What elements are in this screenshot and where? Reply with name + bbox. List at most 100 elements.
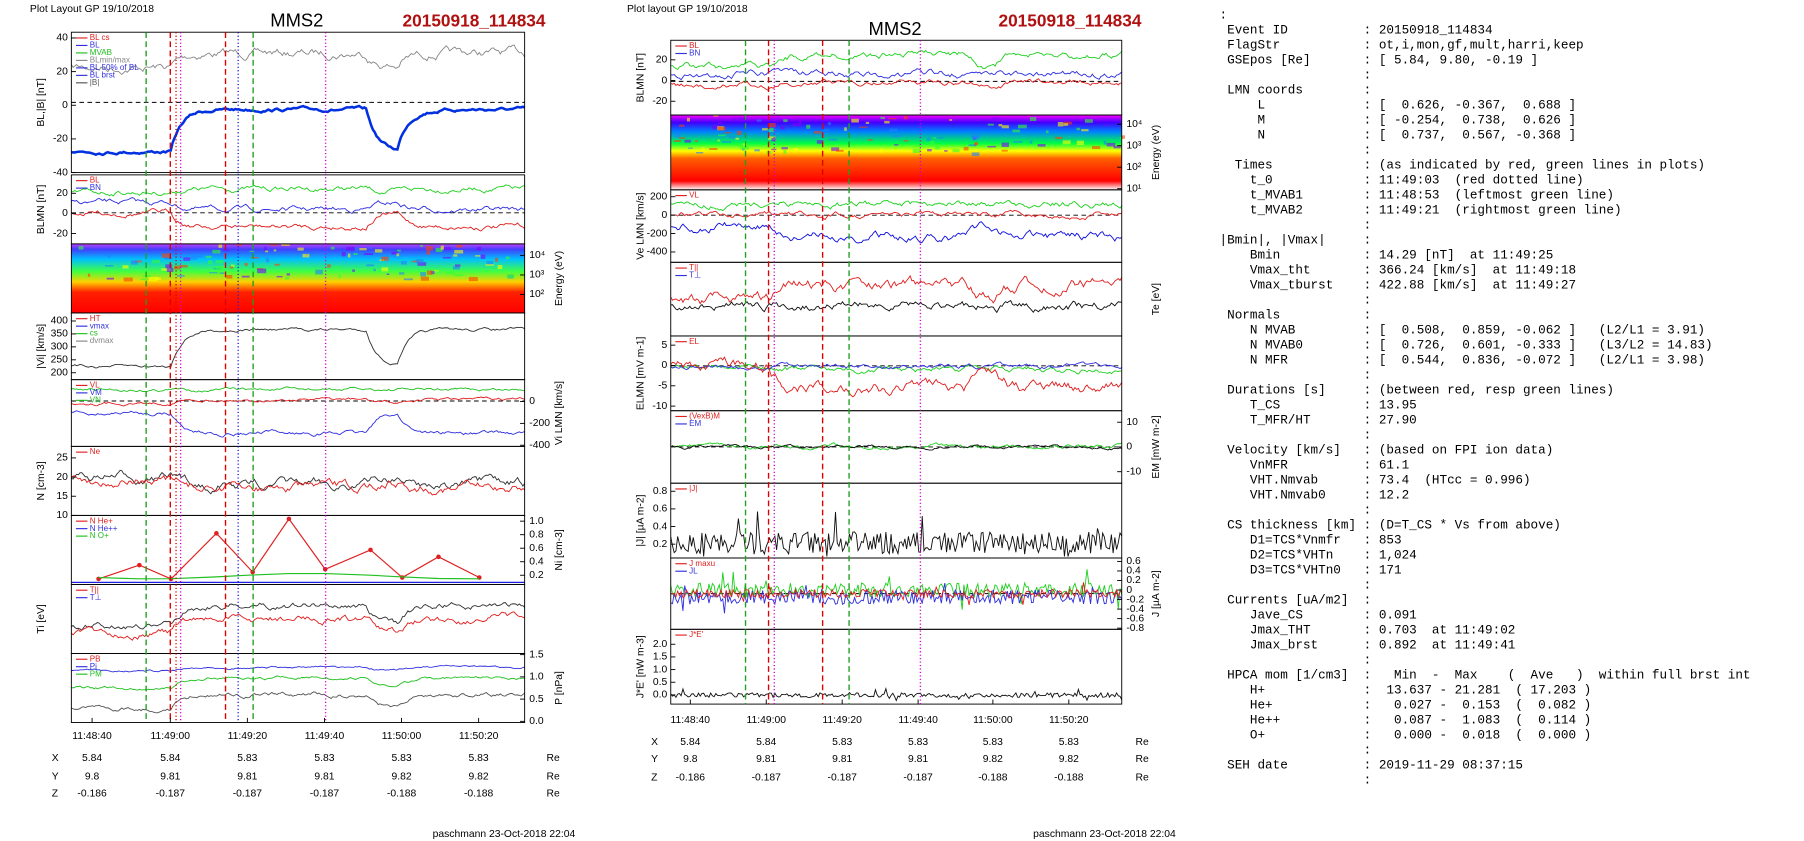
spectrogram-speckle	[952, 149, 960, 153]
y-axis-label: J [µA m-2]	[1151, 570, 1162, 617]
y-tick-label: -0.2	[1126, 594, 1144, 605]
spectrogram-speckle	[386, 273, 390, 275]
spectrogram-speckle	[1057, 122, 1064, 127]
legend-label: BN	[90, 183, 101, 192]
legend-label: VL	[90, 381, 100, 390]
spectrogram-speckle	[806, 124, 811, 129]
panel-frame	[70, 379, 526, 447]
y-tick-label: 0	[662, 75, 668, 86]
spectrogram-speckle	[495, 257, 499, 262]
event-id: 20150918_114834	[998, 10, 1141, 30]
spectrogram-speckle	[353, 253, 358, 256]
panel-frame	[70, 31, 526, 174]
spectrogram-speckle	[963, 146, 969, 151]
summary-line: N MFR : [ 0.544, 0.836, -0.072 ] (L2/L1 …	[1220, 352, 1705, 367]
spectrogram-speckle	[161, 253, 171, 258]
summary-line: t_MVAB2 : 11:49:21 (rightmost green line…	[1220, 202, 1622, 217]
summary-line: Currents [uA/m2] :	[1220, 592, 1372, 607]
trace	[71, 396, 525, 407]
spectrogram-speckle	[426, 270, 433, 275]
y-tick-label: 1.5	[529, 649, 544, 660]
summary-line: T_CS : 13.95	[1220, 397, 1417, 412]
spectrogram-speckle	[1103, 140, 1107, 145]
legend-label: EM	[689, 419, 701, 428]
spectrogram-speckle	[486, 261, 494, 266]
y-tick-label: 0	[1126, 442, 1132, 453]
spectrogram-speckle	[107, 253, 112, 258]
y-tick-label: 0.8	[529, 529, 544, 540]
trace	[670, 356, 1123, 398]
spectrogram-speckle	[903, 115, 908, 120]
spectrogram-speckle	[403, 278, 413, 281]
y-tick-label: 0.0	[653, 690, 668, 701]
spectrogram-speckle	[273, 249, 277, 252]
spectrogram-speckle	[430, 271, 435, 275]
trace	[670, 274, 1123, 305]
spectrogram-speckle	[435, 247, 443, 252]
trace	[71, 469, 526, 495]
y-tick-label: 350	[51, 329, 69, 340]
summary-line: Jmax_brst : 0.892 at 11:49:41	[1220, 637, 1516, 652]
spectrogram-speckle	[798, 121, 802, 125]
y-tick-label: 1.0	[653, 664, 668, 675]
y-axis-label: N [cm-3]	[36, 461, 47, 500]
spectrogram	[71, 243, 525, 313]
panel	[670, 39, 1123, 116]
summary-line: :	[1220, 217, 1372, 232]
y-tick-label: 10⁴	[1126, 119, 1142, 130]
y-tick-label: -200	[647, 228, 668, 239]
legend-label: J maxu	[689, 559, 715, 568]
spectrogram-speckle	[87, 273, 91, 277]
spectrogram-speckle	[735, 137, 740, 140]
header: Plot layout GP 19/10/2018	[627, 4, 748, 15]
ephemeris-value: 9.81	[314, 771, 334, 782]
spectrogram-speckle	[971, 152, 980, 157]
footer: paschmann 23-Oct-2018 22:04	[433, 829, 576, 840]
spectrogram-speckle	[1037, 144, 1046, 147]
ephemeris-value: 5.84	[82, 753, 102, 764]
trace	[670, 582, 1122, 606]
y-axis-label: P [nPa]	[554, 671, 565, 705]
trace-marker	[436, 554, 441, 560]
spectrogram-speckle	[735, 143, 743, 146]
y-tick-label: -0.6	[1126, 613, 1144, 624]
ephemeris-unit: Re	[547, 753, 560, 764]
spectrogram-speckle	[433, 270, 440, 272]
spectrogram-speckle	[480, 254, 486, 259]
y-tick-label: 1.0	[529, 516, 544, 527]
spectrogram-speckle	[166, 267, 174, 273]
spectrogram-speckle	[249, 250, 255, 253]
ephemeris-coord: X	[651, 737, 658, 748]
spectrogram-speckle	[695, 140, 699, 143]
y-tick-label: 0.6	[529, 543, 544, 554]
spectrogram-speckle	[417, 262, 427, 266]
y-tick-label: 0.4	[529, 556, 544, 567]
legend-label: T⊥	[90, 593, 102, 602]
spectrogram-speckle	[475, 255, 481, 257]
spectrogram-speckle	[391, 251, 399, 255]
ephemeris-unit: Re	[547, 771, 560, 782]
trace	[98, 572, 480, 580]
y-tick-label: -5	[658, 381, 667, 392]
panel	[670, 261, 1123, 337]
ephemeris-value: 5.83	[391, 753, 411, 764]
spectrogram-speckle	[1076, 127, 1081, 131]
legend-label: BN	[689, 49, 700, 58]
legend-label: VM	[90, 388, 102, 397]
ephemeris-value: 9.82	[391, 771, 411, 782]
spectrogram-speckle	[374, 249, 383, 253]
summary-line: Normals :	[1220, 307, 1372, 322]
spectrogram-speckle	[687, 147, 693, 149]
summary-line: :	[1220, 577, 1372, 592]
spectrogram-speckle	[879, 148, 883, 153]
y-tick-label: 0	[662, 360, 668, 371]
spectrogram-speckle	[264, 246, 267, 252]
summary-line: Durations [s] : (between red, resp green…	[1220, 382, 1614, 397]
summary-line: Times : (as indicated by red, green line…	[1220, 157, 1705, 172]
panel-frame	[70, 445, 526, 516]
summary-line: O+ : 0.000 - 0.018 ( 0.000 )	[1220, 727, 1592, 742]
summary-line: :	[1220, 427, 1372, 442]
spectrogram-speckle	[695, 152, 704, 154]
y-tick-label: 20	[56, 472, 68, 483]
spectrogram-speckle	[859, 126, 868, 128]
